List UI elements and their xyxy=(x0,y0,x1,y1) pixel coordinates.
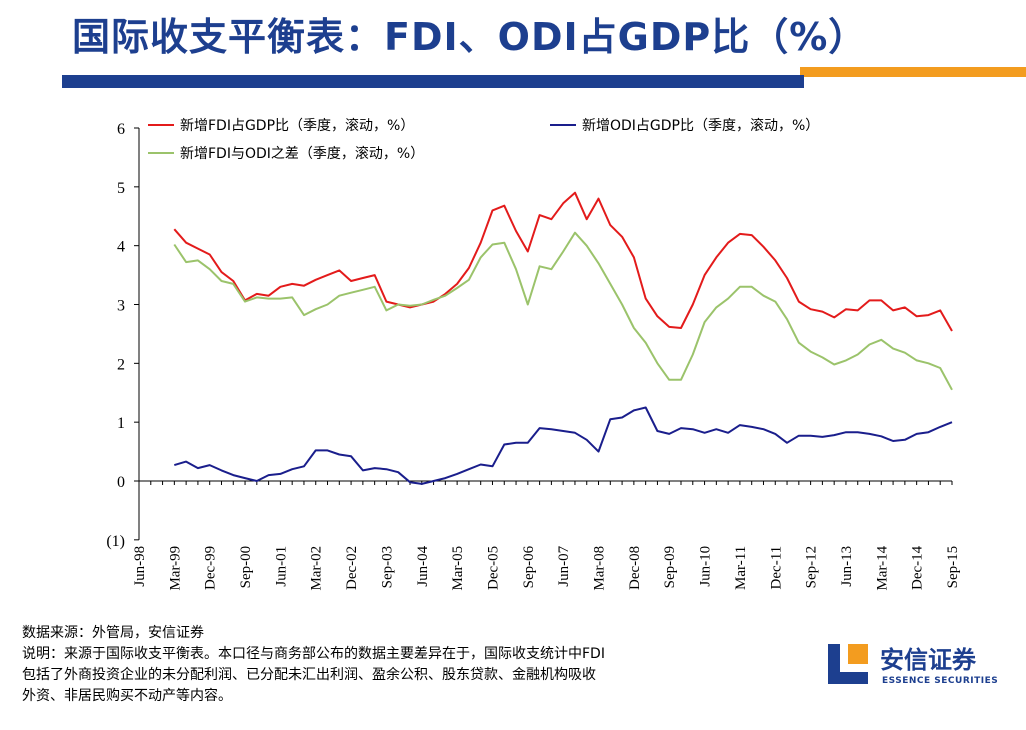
legend-label-3: 新增FDI与ODI之差（季度，滚动，%） xyxy=(180,145,424,162)
header-accent-bar xyxy=(800,67,1026,77)
explanation-note-line-3: 外资、非居民购买不动产等内容。 xyxy=(22,688,232,704)
brand-logo: 安信证券 ESSENCE SECURITIES xyxy=(826,640,1006,700)
x-tick-label: Jun-07 xyxy=(556,545,572,586)
page-title: 国际收支平衡表：FDI、ODI占GDP比（%） xyxy=(72,15,868,59)
x-tick-label: Mar-14 xyxy=(874,545,890,590)
header-divider-bar xyxy=(62,75,804,88)
x-tick-label: Jun-01 xyxy=(273,546,289,587)
x-tick-label: Mar-02 xyxy=(309,546,325,591)
y-tick-label: 1 xyxy=(117,415,125,432)
logo-chinese-name: 安信证券 xyxy=(880,646,976,674)
series-line-2 xyxy=(174,406,953,485)
x-tick-label: Jun-04 xyxy=(415,545,431,586)
x-tick-label: Dec-05 xyxy=(485,546,501,590)
y-tick-label: (1) xyxy=(106,533,125,550)
y-tick-label: 0 xyxy=(117,474,125,491)
legend-label-2: 新增ODI占GDP比（季度，滚动，%） xyxy=(582,117,819,134)
x-tick-label: Sep-12 xyxy=(804,546,820,589)
chart-area: (1) 0 1 2 3 4 5 6 Jun-98 Mar-99 Dec-99 Sep-00 Jun-01… xyxy=(0,95,1026,625)
series-line-1 xyxy=(173,191,953,332)
x-tick-label: Sep-06 xyxy=(521,545,537,588)
x-tick-label: Dec-02 xyxy=(344,546,360,590)
y-tick-label: 5 xyxy=(117,180,125,197)
source-note: 数据来源：外管局，安信证券 xyxy=(22,625,204,641)
line-chart: (1) 0 1 2 3 4 5 6 Jun-98 Mar-99 Dec-99 Sep-00 Jun-01… xyxy=(106,117,961,591)
x-tick-label: Jun-98 xyxy=(132,546,148,587)
x-tick-label: Jun-10 xyxy=(698,546,714,587)
footnote-block: 数据来源：外管局，安信证券 说明：来源于国际收支平衡表。本口径与商务部公布的数据… xyxy=(22,623,852,707)
y-tick-label: 2 xyxy=(117,356,125,373)
x-tick-label: Jun-13 xyxy=(839,546,855,587)
x-tick-label: Sep-15 xyxy=(945,546,961,589)
y-tick-label: 4 xyxy=(117,239,125,256)
explanation-note-line-1: 说明：来源于国际收支平衡表。本口径与商务部公布的数据主要差异在于，国际收支统计中… xyxy=(22,646,605,662)
x-tick-label: Sep-03 xyxy=(379,546,395,589)
x-tick-label: Mar-08 xyxy=(592,546,608,591)
x-tick-label: Dec-14 xyxy=(910,545,926,590)
y-tick-label: 6 xyxy=(117,121,125,138)
y-tick-label: 3 xyxy=(117,298,125,315)
x-tick-label: Sep-09 xyxy=(662,546,678,589)
x-tick-label: Dec-99 xyxy=(203,546,219,590)
explanation-note-line-2: 包括了外商投资企业的未分配利润、已分配未汇出利润、盈余公积、股东贷款、金融机构吸… xyxy=(22,667,596,683)
x-tick-label: Sep-00 xyxy=(238,546,254,589)
x-tick-label: Mar-99 xyxy=(167,546,183,591)
x-tick-label: Mar-11 xyxy=(733,546,749,590)
logo-english-name: ESSENCE SECURITIES xyxy=(882,676,999,686)
series-line-3 xyxy=(173,231,953,391)
essence-logo-icon xyxy=(828,644,868,684)
x-tick-label: Dec-08 xyxy=(627,546,643,590)
x-tick-label: Dec-11 xyxy=(768,546,784,590)
legend-label-1: 新增FDI占GDP比（季度，滚动，%） xyxy=(180,117,414,134)
x-tick-label: Mar-05 xyxy=(450,546,466,591)
